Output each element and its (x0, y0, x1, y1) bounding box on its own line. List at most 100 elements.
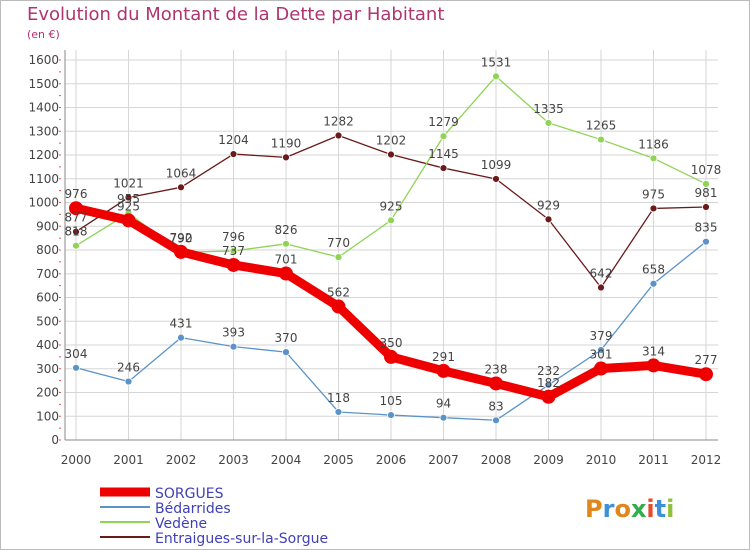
y-tick-label: 400 (36, 338, 59, 352)
data-label: 182 (537, 376, 560, 390)
data-label: 304 (65, 347, 88, 361)
data-label: 1190 (271, 136, 302, 150)
data-label: 1099 (481, 158, 512, 172)
data-point (177, 333, 185, 342)
data-point (124, 193, 133, 202)
x-tick-label: 2008 (481, 453, 512, 467)
brand-logo: Proxiti (585, 495, 674, 523)
x-tick-label: 2004 (271, 453, 302, 467)
data-point (492, 175, 500, 183)
x-tick-label: 2010 (586, 453, 617, 467)
data-point (72, 363, 80, 372)
data-label: 1021 (113, 177, 144, 191)
y-tick-label: 1100 (28, 172, 59, 186)
x-tick-label: 2012 (691, 453, 722, 467)
legend-label: Bédarrides (155, 501, 231, 517)
y-tick-label: 1500 (28, 77, 59, 91)
data-label: 925 (380, 199, 403, 213)
brand-letter: x (631, 495, 647, 523)
data-point (544, 380, 553, 389)
data-label: 1145 (428, 147, 459, 161)
data-label: 232 (537, 364, 560, 378)
data-label: 1186 (638, 137, 669, 151)
brand-letter: P (585, 495, 603, 523)
data-label: 770 (327, 236, 350, 250)
data-point (439, 413, 448, 422)
data-label: 1265 (586, 119, 617, 133)
data-point (72, 241, 80, 250)
y-tick-label: 200 (36, 386, 59, 400)
y-tick-label: 0 (51, 433, 59, 447)
data-label: 83 (488, 399, 503, 413)
chart-subtitle: (en €) (27, 28, 60, 41)
data-point (124, 377, 133, 386)
data-label: 1282 (323, 115, 354, 129)
data-label: 1335 (533, 102, 564, 116)
x-tick-label: 2002 (166, 453, 197, 467)
data-label: 1202 (376, 134, 407, 148)
data-point (334, 131, 343, 140)
data-point (387, 411, 395, 419)
data-label: 431 (170, 317, 193, 331)
data-point (387, 216, 395, 225)
data-point (541, 389, 556, 404)
data-label: 826 (275, 223, 298, 237)
data-label: 118 (327, 391, 350, 405)
y-tick-label: 900 (36, 219, 59, 233)
y-tick-label: 100 (36, 409, 59, 423)
y-tick-label: 1300 (28, 124, 59, 138)
data-point (594, 361, 608, 376)
data-point (544, 119, 553, 127)
data-label: 792 (170, 231, 193, 245)
data-label: 1204 (218, 133, 249, 147)
y-tick-label: 700 (36, 267, 59, 281)
data-label: 94 (436, 397, 451, 411)
data-label: 877 (65, 211, 88, 225)
legend-label: Vedène (155, 516, 207, 532)
data-label: 737 (222, 244, 245, 258)
data-point (387, 150, 395, 159)
brand-letter: t (655, 495, 666, 523)
data-label: 350 (380, 336, 403, 350)
y-tick-label: 1200 (28, 148, 59, 162)
data-point (646, 358, 661, 373)
data-point (702, 180, 710, 188)
data-label: 1531 (481, 55, 512, 69)
x-tick-label: 2005 (323, 453, 354, 467)
data-point (282, 239, 290, 248)
data-point (702, 203, 710, 211)
brand-letter: r (603, 495, 615, 523)
data-point (649, 154, 658, 163)
data-point (177, 183, 185, 192)
y-tick-label: 800 (36, 243, 59, 257)
data-point (69, 201, 83, 216)
data-point (279, 266, 293, 281)
data-label: 238 (485, 362, 508, 376)
data-point (226, 257, 241, 272)
brand-letter: i (666, 495, 674, 523)
data-label: 835 (695, 221, 718, 235)
data-point (72, 227, 80, 236)
data-label: 818 (65, 225, 88, 239)
data-point (702, 237, 710, 246)
data-label: 314 (642, 344, 665, 358)
data-label: 796 (222, 230, 245, 244)
data-point (649, 279, 658, 288)
data-label: 301 (590, 348, 613, 362)
data-point (544, 215, 553, 224)
brand-letter: o (614, 495, 631, 523)
data-point (492, 416, 500, 425)
y-tick-label: 500 (36, 314, 59, 328)
data-point (597, 135, 605, 144)
data-label: 1078 (691, 163, 722, 177)
data-label: 642 (590, 267, 613, 281)
data-point (439, 132, 448, 141)
brand-letter: i (646, 495, 654, 523)
data-point (334, 253, 343, 262)
data-label: 975 (642, 187, 665, 201)
data-label: 105 (380, 394, 403, 408)
data-label: 981 (695, 186, 718, 200)
y-tick-label: 300 (36, 362, 59, 376)
